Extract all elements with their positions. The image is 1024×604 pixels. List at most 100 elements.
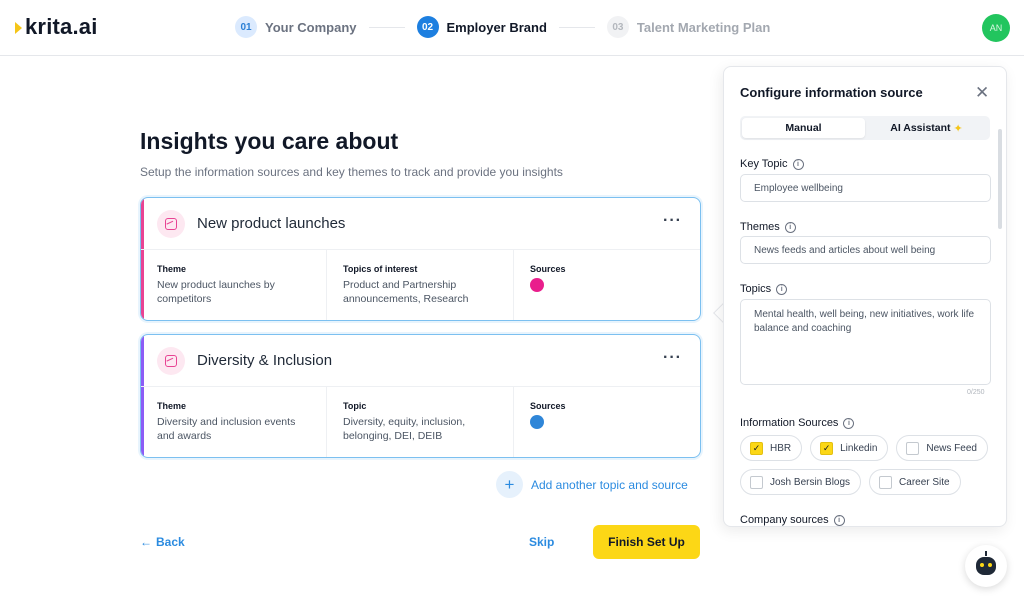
- finish-setup-button[interactable]: Finish Set Up: [593, 525, 700, 559]
- logo[interactable]: krita.ai: [15, 14, 98, 40]
- sources-column: Sources: [514, 387, 700, 457]
- back-label: Back: [156, 535, 185, 549]
- tab-manual[interactable]: Manual: [742, 118, 865, 138]
- step-talent-marketing-plan[interactable]: 03 Talent Marketing Plan: [606, 16, 771, 38]
- theme-label: Theme: [157, 401, 187, 411]
- step-employer-brand[interactable]: 02 Employer Brand: [416, 16, 547, 38]
- source-chip-news-feed[interactable]: News Feed: [896, 435, 988, 461]
- chip-label: Josh Bersin Blogs: [770, 476, 851, 488]
- tab-ai-assistant[interactable]: AI Assistant ✦: [865, 118, 988, 138]
- card-body: Theme New product launches by competitor…: [141, 250, 700, 320]
- back-button[interactable]: ← Back: [140, 535, 185, 549]
- topics-label: Topic: [343, 401, 367, 411]
- topics-value: Diversity, equity, inclusion, belonging,…: [343, 416, 466, 442]
- card-header: New product launches ···: [141, 198, 700, 250]
- source-chips: ✓ HBR ✓ Linkedin News Feed Josh Bersin B…: [740, 435, 992, 495]
- theme-value: Diversity and inclusion events and award…: [157, 416, 296, 442]
- topic-card-diversity-inclusion[interactable]: Diversity & Inclusion ··· Theme Diversit…: [140, 334, 701, 458]
- trend-icon: [157, 346, 185, 375]
- card-body: Theme Diversity and inclusion events and…: [141, 387, 700, 457]
- card-title: New product launches: [197, 215, 346, 232]
- page-subtitle: Setup the information sources and key th…: [140, 165, 563, 179]
- topics-label-text: Topics: [740, 283, 772, 295]
- theme-column: Theme New product launches by competitor…: [141, 250, 327, 320]
- topics-value: Product and Partnership announcements, R…: [343, 279, 469, 305]
- user-avatar[interactable]: AN: [982, 14, 1010, 42]
- step-label: Your Company: [265, 19, 357, 35]
- tab-ai-label: AI Assistant: [890, 122, 951, 134]
- step-your-company[interactable]: 01 Your Company: [235, 16, 357, 38]
- source-chip-hbr[interactable]: ✓ HBR: [740, 435, 803, 461]
- info-icon[interactable]: i: [833, 514, 845, 526]
- sparkle-icon: ✦: [953, 122, 963, 135]
- stepper: 01 Your Company 02 Employer Brand 03 Tal…: [235, 14, 770, 40]
- mode-toggle: Manual AI Assistant ✦: [740, 116, 990, 140]
- chip-label: Career Site: [899, 476, 950, 488]
- topics-column: Topic Diversity, equity, inclusion, belo…: [327, 387, 514, 457]
- skip-button[interactable]: Skip: [529, 535, 555, 549]
- topics-textarea[interactable]: Mental health, well being, new initiativ…: [740, 299, 991, 385]
- logo-mark-icon: [15, 22, 22, 34]
- sources-label: Sources: [530, 401, 566, 411]
- information-sources-label-text: Information Sources: [740, 417, 839, 429]
- themes-label-text: Themes: [740, 221, 780, 233]
- page-title: Insights you care about: [140, 128, 399, 154]
- source-chip-linkedin[interactable]: ✓ Linkedin: [810, 435, 889, 461]
- card-header: Diversity & Inclusion ···: [141, 335, 700, 387]
- tab-manual-label: Manual: [785, 122, 822, 134]
- info-icon[interactable]: i: [776, 283, 788, 295]
- step-divider: [368, 26, 405, 28]
- topics-label: Topics of interest: [343, 264, 418, 274]
- checkbox-icon[interactable]: [750, 475, 763, 489]
- add-topic-label: Add another topic and source: [531, 477, 688, 492]
- logo-text: krita.ai: [25, 14, 98, 39]
- themes-label: Themes i: [740, 221, 796, 233]
- trend-icon: [157, 209, 185, 238]
- source-indicator: [530, 278, 544, 292]
- chip-label: Linkedin: [840, 442, 878, 454]
- key-topic-label-text: Key Topic: [740, 158, 788, 170]
- configure-source-panel: Configure information source ✕ Manual AI…: [723, 66, 1007, 527]
- source-indicator: [530, 415, 544, 429]
- step-divider: [558, 26, 595, 28]
- top-header: krita.ai 01 Your Company 02 Employer Bra…: [0, 0, 1024, 56]
- step-number: 01: [235, 16, 257, 38]
- sources-label: Sources: [530, 264, 566, 274]
- topic-card-new-product-launches[interactable]: New product launches ··· Theme New produ…: [140, 197, 701, 321]
- step-label: Talent Marketing Plan: [636, 19, 771, 35]
- checkbox-checked-icon[interactable]: ✓: [820, 441, 834, 455]
- card-title: Diversity & Inclusion: [197, 352, 333, 369]
- chip-label: News Feed: [926, 442, 977, 454]
- information-sources-label: Information Sources i: [740, 417, 855, 429]
- panel-title: Configure information source: [740, 85, 923, 100]
- info-icon[interactable]: i: [784, 221, 796, 233]
- panel-scrollbar[interactable]: [998, 129, 1002, 229]
- arrow-left-icon: ←: [140, 535, 152, 549]
- topics-column: Topics of interest Product and Partnersh…: [327, 250, 514, 320]
- more-options-icon[interactable]: ···: [663, 349, 682, 366]
- theme-column: Theme Diversity and inclusion events and…: [141, 387, 327, 457]
- topics-label: Topics i: [740, 283, 788, 295]
- checkbox-checked-icon[interactable]: ✓: [750, 441, 763, 455]
- theme-label: Theme: [157, 264, 187, 274]
- chat-assistant-button[interactable]: [965, 545, 1007, 587]
- more-options-icon[interactable]: ···: [663, 212, 682, 229]
- step-label: Employer Brand: [446, 19, 547, 35]
- checkbox-icon[interactable]: [906, 441, 920, 455]
- info-icon[interactable]: i: [843, 417, 855, 429]
- key-topic-input[interactable]: Employee wellbeing: [740, 174, 991, 202]
- theme-value: New product launches by competitors: [157, 279, 275, 305]
- company-sources-label-text: Company sources: [740, 514, 829, 526]
- themes-input[interactable]: News feeds and articles about well being: [740, 236, 991, 264]
- key-topic-label: Key Topic i: [740, 158, 804, 170]
- robot-icon: [976, 551, 996, 575]
- info-icon[interactable]: i: [792, 158, 804, 170]
- chip-label: HBR: [770, 442, 792, 454]
- sources-column: Sources: [514, 250, 700, 320]
- source-chip-josh-bersin-blogs[interactable]: Josh Bersin Blogs: [740, 469, 862, 495]
- checkbox-icon[interactable]: [879, 475, 893, 489]
- source-chip-career-site[interactable]: Career Site: [869, 469, 961, 495]
- close-icon[interactable]: ✕: [975, 83, 990, 102]
- step-number: 02: [416, 16, 439, 38]
- add-topic-button[interactable]: + Add another topic and source: [496, 471, 688, 498]
